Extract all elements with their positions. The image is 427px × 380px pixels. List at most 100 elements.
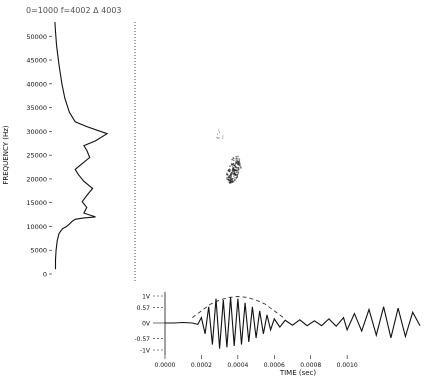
scatter-point (234, 174, 236, 176)
scatter-point (230, 173, 232, 175)
scatter-point (235, 177, 238, 179)
waveform-x-tick-label: 0.0000 (155, 362, 176, 369)
scatter-point (233, 169, 235, 171)
scatter-point (233, 170, 235, 173)
scatter-point (233, 167, 235, 169)
scatter-point (236, 167, 238, 169)
waveform-x-tick-label: 0.0010 (337, 362, 358, 369)
scatter-point (226, 172, 228, 174)
scatter-point (229, 174, 231, 177)
waveform-x-tick-label: 0.0008 (300, 362, 321, 369)
frequency-profile-line (54, 21, 109, 270)
scatter-point (235, 166, 237, 168)
waveform-x-tick-label: 0.0002 (191, 362, 212, 369)
scatter-point (238, 160, 240, 162)
scatter-point (232, 163, 234, 165)
scatter-point (236, 176, 238, 178)
scatter-point (226, 176, 228, 179)
scatter-point (231, 179, 233, 181)
left-y-tick-label: 45000 (26, 57, 47, 65)
waveform-y-tick-label: -1V (140, 348, 151, 355)
scatter-point (235, 171, 237, 174)
scatter-point (235, 162, 237, 164)
scatter-point (226, 173, 228, 176)
scatter-point (218, 137, 220, 139)
scatter-point (231, 159, 233, 161)
scatter-point (232, 170, 234, 173)
scatter-point (229, 177, 231, 179)
scatter-point (230, 178, 232, 180)
scatter-point (217, 138, 219, 139)
scatter-point (232, 157, 234, 159)
scatter-point (239, 164, 241, 166)
scatter-point (240, 167, 242, 169)
left-y-tick-label: 35000 (26, 104, 47, 112)
scatter-point (233, 181, 235, 183)
scatter-point (238, 158, 240, 160)
frequency-profile-panel: 0=1000 f=4002 Δ 4003 FREQUENCY (Hz) 0 500… (2, 6, 136, 282)
scatter-point (237, 163, 239, 166)
scatter-point (226, 178, 228, 180)
waveform-y-tick-label: 1V (142, 294, 151, 301)
scatter-point (237, 167, 239, 169)
scatter-point (232, 166, 234, 168)
scatter-point (235, 177, 237, 179)
scatter-point (234, 166, 237, 168)
scatter-point (232, 173, 234, 175)
scatter-point (235, 155, 237, 158)
scatter-point (237, 167, 239, 169)
scatter-point (232, 180, 234, 182)
scatter-point (231, 181, 233, 183)
scatter-point (228, 179, 230, 182)
scatter-point (233, 172, 235, 174)
scatter-point (237, 162, 240, 164)
scatter-point (231, 164, 233, 166)
waveform-y-tick-label: -0.57 (134, 336, 150, 343)
scatter-point (227, 169, 230, 171)
scatter-point (235, 174, 238, 176)
scatter-point (237, 171, 240, 173)
scatter-point (234, 177, 236, 179)
scatter-point (231, 177, 233, 180)
scatter-point (236, 174, 239, 176)
scatter-point (236, 160, 239, 162)
scatter-point (227, 174, 229, 176)
left-y-tick-label: 5000 (30, 247, 47, 255)
waveform-xlabel: TIME (sec) (279, 369, 317, 377)
scatter-point (238, 162, 240, 164)
scatter-point (230, 162, 233, 164)
scatter-point (235, 174, 237, 176)
scatter-point (228, 179, 230, 181)
left-y-tick-label: 50000 (26, 33, 47, 41)
scatter-point (233, 171, 235, 173)
waveform-line (165, 297, 421, 349)
scatter-point (236, 163, 239, 165)
time-frequency-panel (216, 129, 242, 184)
scatter-point (237, 163, 239, 165)
waveform-y-ticks: 1V 0.57 0V -0.57 -1V (134, 294, 165, 355)
left-y-tick-label: 15000 (26, 199, 47, 207)
scatter-point (233, 157, 235, 160)
scatter-point (235, 161, 237, 163)
scatter-point (217, 133, 219, 135)
scatter-point (238, 159, 241, 161)
waveform-y-tick-label: 0.57 (137, 305, 151, 312)
scatter-point (232, 181, 234, 183)
scatter-point (231, 169, 233, 171)
scatter-point (235, 159, 237, 161)
scatter-point (236, 170, 238, 172)
scatter-point (237, 169, 239, 171)
scatter-point (238, 165, 240, 167)
scatter-point (232, 167, 234, 169)
scatter-point (231, 172, 234, 174)
scatter-point (235, 169, 237, 171)
scatter-point (222, 135, 224, 137)
scatter-point (234, 173, 236, 175)
scatter-point (235, 157, 237, 160)
scatter-point (231, 172, 233, 174)
scatter-point (229, 170, 231, 173)
left-y-tick-label: 40000 (26, 80, 47, 88)
scatter-point (237, 172, 239, 174)
scatter-point (228, 168, 231, 170)
